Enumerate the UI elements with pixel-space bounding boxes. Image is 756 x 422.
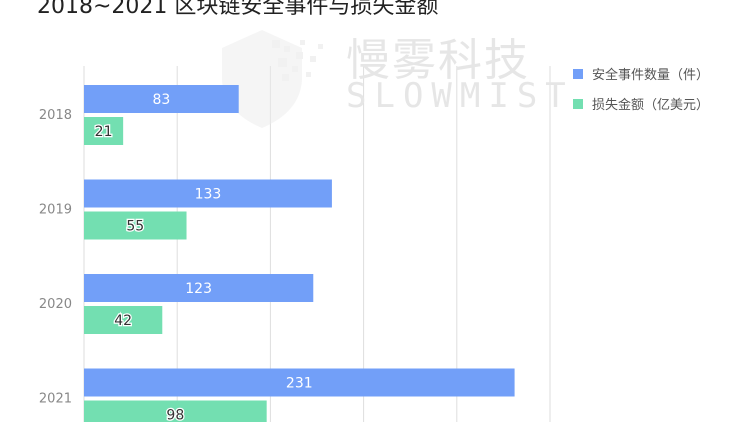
legend-swatch bbox=[573, 98, 583, 109]
data-label: 123 bbox=[185, 281, 212, 297]
category-label: 2020 bbox=[39, 297, 72, 312]
bar-losses bbox=[84, 211, 187, 240]
category-label: 2018 bbox=[39, 108, 72, 123]
category-label: 2019 bbox=[39, 203, 72, 218]
gridlines bbox=[83, 66, 551, 422]
bar-incidents bbox=[84, 85, 239, 113]
bar-incidents bbox=[84, 368, 515, 397]
legend-item-losses[interactable]: 损失金额（亿美元） bbox=[573, 94, 709, 113]
bar-losses bbox=[84, 117, 124, 145]
watermark-shield-logo bbox=[222, 30, 323, 128]
legend-swatch bbox=[573, 68, 583, 79]
data-label: 83 bbox=[152, 92, 170, 108]
bar-incidents bbox=[84, 179, 332, 208]
data-label: 231 bbox=[286, 376, 313, 392]
legend-label: 安全事件数量（件） bbox=[592, 68, 710, 83]
data-label: 42 bbox=[114, 313, 132, 329]
data-label: 98 bbox=[166, 408, 184, 422]
data-label: 133 bbox=[195, 187, 222, 203]
category-label: 2021 bbox=[39, 392, 72, 407]
category-labels: 2018 2019 2020 2021 bbox=[39, 108, 72, 407]
data-label: 21 bbox=[95, 124, 113, 140]
bars: 83 21 133 55 123 42 231 98 bbox=[84, 85, 515, 422]
legend-label: 损失金额（亿美元） bbox=[592, 98, 710, 113]
bar-incidents bbox=[84, 274, 314, 302]
bar-losses bbox=[84, 306, 163, 334]
legend-item-incidents[interactable]: 安全事件数量（件） bbox=[573, 64, 709, 83]
watermark-text-en: SLOWMIST bbox=[346, 76, 574, 116]
watermark-text-cn: 慢雾科技 bbox=[346, 35, 530, 86]
data-label: 55 bbox=[126, 219, 144, 235]
bar-losses bbox=[84, 400, 267, 422]
chart-title: 2018~2021 区块链安全事件与损失金额 bbox=[37, 0, 439, 19]
